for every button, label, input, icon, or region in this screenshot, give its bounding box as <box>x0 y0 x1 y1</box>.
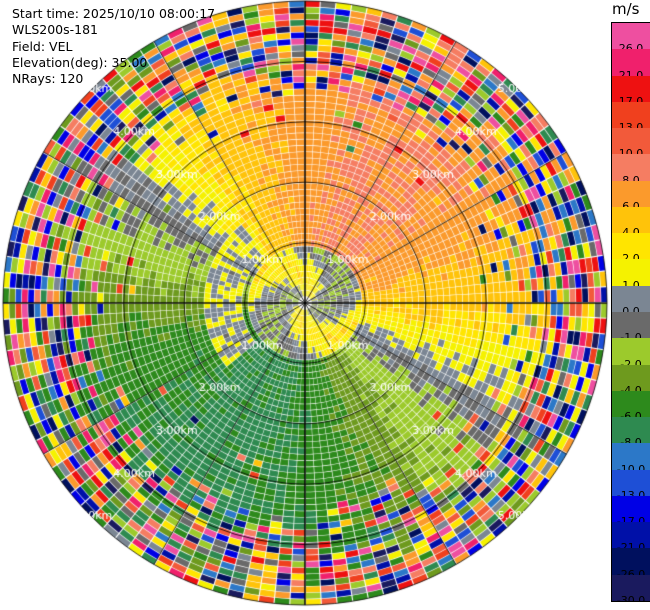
instrument-label: WLS200s-181 <box>12 22 98 38</box>
colorbar-bin <box>612 390 650 418</box>
colorbar: 26.021.017.013.010.08.06.04.02.01.00.0-1… <box>611 22 650 602</box>
colorbar-bin <box>612 23 650 50</box>
colorbar-bin <box>612 574 650 601</box>
colorbar-unit: m/s <box>612 0 640 18</box>
colorbar-bin <box>612 364 650 392</box>
colorbar-bin <box>612 495 650 523</box>
nrays-label: NRays: 120 <box>12 71 84 87</box>
colorbar-bin <box>612 548 650 576</box>
colorbar-bin <box>612 259 650 287</box>
colorbar-bin <box>612 128 650 155</box>
colorbar-bin <box>612 154 650 182</box>
colorbar-bin <box>612 233 650 261</box>
colorbar-bin <box>612 101 650 129</box>
colorbar-bin <box>612 49 650 77</box>
colorbar-bin <box>612 522 650 550</box>
colorbar-bin <box>612 312 650 339</box>
colorbar-bin <box>612 206 650 234</box>
colorbar-bin <box>612 180 650 208</box>
colorbar-bin <box>612 469 650 497</box>
colorbar-bin <box>612 443 650 471</box>
start-time-label: Start time: 2025/10/10 08:00:17 <box>12 6 216 21</box>
colorbar-tick-label: -30.0 <box>616 594 646 602</box>
info-panel: Start time: 2025/10/10 08:00:17 WLS200s-… <box>12 6 215 87</box>
colorbar-bin <box>612 75 650 103</box>
colorbar-bin <box>612 285 650 313</box>
elevation-label: Elevation(deg): 35.00 <box>12 54 148 70</box>
field-label: Field: VEL <box>12 38 73 54</box>
colorbar-bin <box>612 417 650 444</box>
colorbar-bin <box>612 338 650 366</box>
